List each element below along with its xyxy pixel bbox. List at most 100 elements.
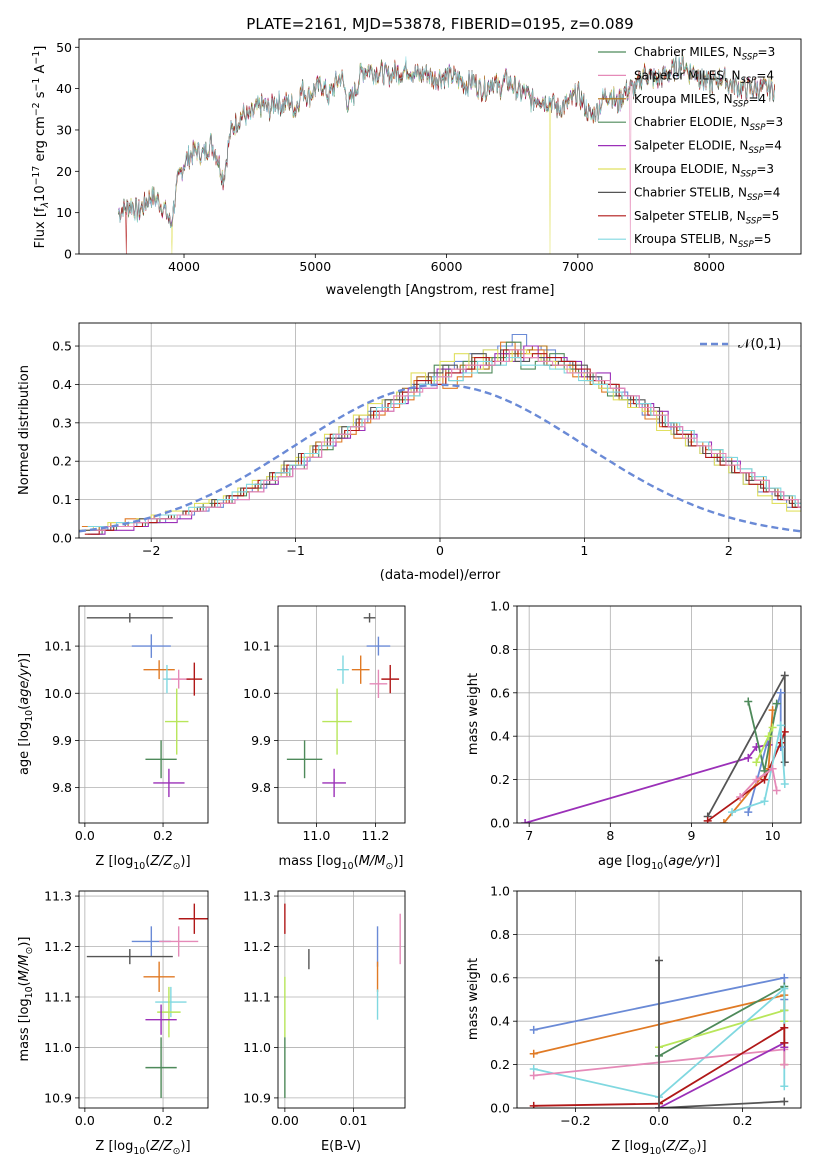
label-part: age/yr [668,854,711,869]
y-tick-label: 11.2 [44,939,72,954]
label-part: Z [log [611,1139,649,1154]
label-part: age [log [598,854,651,869]
y-tick-label: 11.3 [44,889,72,904]
age_vs_mass-panel: 11.0 11.2 9.8 9.9 10.0 10.1 mass [log10(M/M⊙)] [243,605,406,872]
label-part: SSP [738,240,755,250]
mass-weight-marker [776,721,785,730]
legend-entry: Chabrier STELIB, NSSP=4 [634,185,780,203]
y-tick-label: 0.8 [490,642,510,657]
y-tick-label: 0 [64,247,72,262]
mass-vs-EBV-xlabel: E(B-V) [321,1139,361,1154]
mass-weight-marker [780,1023,789,1032]
y-tick-label: 11.1 [44,989,72,1004]
y-tick-label: 10.9 [243,1090,271,1105]
errorbar-points [286,613,400,798]
x-tick-label: 8000 [693,259,725,274]
mass-weight-line [658,1009,786,1049]
plot-frame [277,890,406,1109]
label-part: Kroupa STELIB, N [634,232,738,246]
mass_vs_Z-panel: 0.0 0.210.911.011.111.211.3Z [log10(Z/Z⊙)… [17,889,209,1157]
y-tick-label: 0.0 [490,1101,510,1116]
label-part: M/M [359,854,386,869]
legend-entry: Chabrier MILES, NSSP=3 [634,45,775,63]
label-part: 10 [651,861,663,872]
residuals-panel: −2 −1 0 1 2 0.0 0.1 0.2 0.3 0.4 0.5 𝒩(0,1) Normed di… [17,322,802,583]
mass-weight-line [739,767,778,798]
y-tick-label: 40 [56,81,72,96]
label-part: Z [log [95,854,133,869]
label-part: Salpeter MILES, N [634,68,741,82]
mass-weight-marker [744,697,753,706]
x-tick-label: 9 [687,828,695,843]
label-part: Salpeter ELODIE, N [634,139,748,153]
legend-entry: Kroupa MILES, NSSP=4 [634,92,766,110]
spectrum-series-line [118,54,775,229]
mass-vs-Z-xlabel: Z [log10(Z/Z⊙)] [95,1139,190,1157]
legend-entry: Kroupa ELODIE, NSSP=3 [634,162,774,180]
y-tick-label: 11.2 [243,939,271,954]
x-tick-label: 0.0 [75,1113,95,1128]
mass-weight-marker [780,984,789,993]
x-tick-label: 6000 [431,259,463,274]
label-part: Kroupa ELODIE, N [634,162,741,176]
errorbar-points [86,903,208,1098]
mass-weight-vs-Z-xlabel: Z [log10(Z/Z⊙)] [611,1139,706,1157]
mass-weight-line [658,960,785,1108]
mass_weight_vs_age-ylabel: mass weight [466,673,481,755]
spectrum-lines [118,52,775,254]
label-part: λ [40,202,51,209]
x-tick-label: −0.2 [560,1113,590,1128]
plot-frame [516,890,802,1109]
y-tick-label: 10.0 [44,686,72,701]
label-part: A [33,64,48,77]
label-part: =3 [758,45,776,59]
x-tick-label: 0.2 [733,1113,753,1128]
errorbar-points [284,903,401,1098]
label-part: =3 [756,162,774,176]
mass-weight-marker [780,758,789,767]
x-tick-label: 10 [765,828,781,843]
label-part: SSP [747,193,764,203]
label-part: −17 [31,166,42,186]
label-part: =4 [763,185,781,199]
label-part: =4 [764,139,782,153]
x-tick-label: 7 [525,828,533,843]
mass_weight_vs_Z-panel: −0.2 0.0 0.2 0.0 0.2 0.4 0.6 0.8 1.0 mass weight Z… [466,884,802,1157]
label-part: )] [393,854,403,869]
plot-frame [78,890,209,1109]
y-tick-label: 0.6 [490,685,510,700]
label-part: erg cm [33,116,48,165]
mass-weight-marker [752,758,761,767]
label-part: mass [log [278,854,341,869]
x-tick-label: 0.2 [153,1113,173,1128]
normal-curve [79,383,801,533]
mass-weight-line [533,1026,786,1107]
mass-weight-marker [776,688,785,697]
label-part: Z/Z [665,1139,689,1154]
label-part: −2 [31,102,42,116]
legend-entry: Kroupa STELIB, NSSP=5 [634,232,771,250]
label-part: SSP [748,146,765,156]
age-vs-Z-ylabel: age [log10(age/yr)] [17,653,35,775]
label-part: 10 [133,1146,145,1157]
x-tick-label: 0.00 [271,1113,299,1128]
y-tick-label: 9.8 [251,780,271,795]
spectrum-xlabel: wavelength [Angstrom, rest frame] [326,283,555,298]
y-tick-label: 10.0 [243,686,271,701]
plot-frame [78,322,802,539]
x-tick-label: 4000 [168,259,200,274]
mass-weight-marker [529,1025,538,1034]
label-part: Chabrier MILES, N [634,45,742,59]
label-part: ( [145,854,150,869]
y-tick-label: 9.9 [52,733,72,748]
y-tick-label: 0.5 [52,339,72,354]
label-part: )] [710,854,720,869]
label-part: ] [33,46,48,51]
y-tick-label: 10 [56,205,72,220]
label-part: =4 [748,92,766,106]
label-part: ( [145,1139,150,1154]
x-tick-label: 11.0 [302,828,330,843]
mass-weight-marker [529,1101,538,1108]
mass-weight-marker [780,1097,789,1106]
y-tick-label: 0.1 [52,492,72,507]
